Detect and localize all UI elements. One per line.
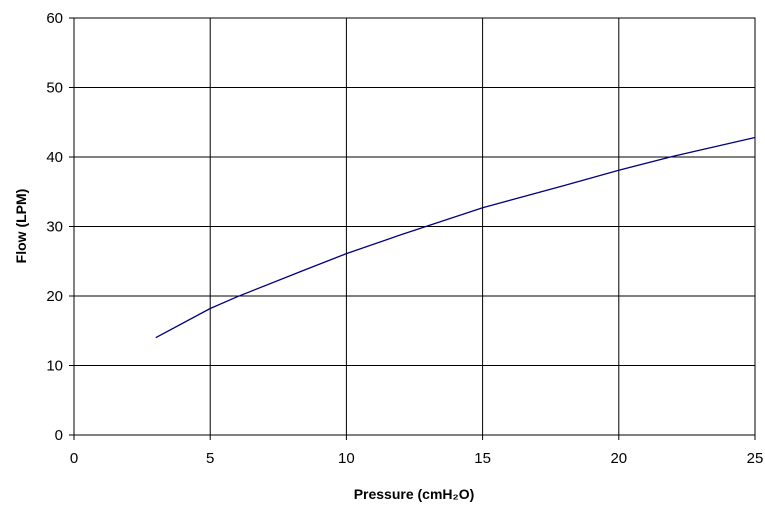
y-tick-label: 40: [46, 149, 63, 166]
y-tick-label: 60: [46, 10, 63, 27]
y-tick-label: 20: [46, 288, 63, 305]
y-tick-label: 10: [46, 358, 63, 375]
series-layer: [155, 136, 756, 339]
x-tick-label: 20: [610, 450, 627, 467]
y-tick-label: 30: [46, 219, 63, 236]
y-tick-label: 50: [46, 80, 63, 97]
y-axis-title: Flow (LPM): [13, 189, 29, 264]
plot-area-frame: [73, 17, 756, 436]
x-tick-label: 25: [747, 450, 764, 467]
tick-labels: 0 5 10 15 20 25 0 10 20 30 40 50 60: [46, 10, 763, 467]
x-tick-label: 10: [338, 450, 355, 467]
x-tick-label: 0: [70, 450, 78, 467]
grid: [69, 17, 756, 440]
y-tick-label: 0: [55, 427, 63, 444]
x-tick-label: 15: [474, 450, 491, 467]
x-axis-title: Pressure (cmH₂O): [354, 486, 475, 502]
series-line: [155, 136, 756, 339]
x-tick-label: 5: [206, 450, 214, 467]
